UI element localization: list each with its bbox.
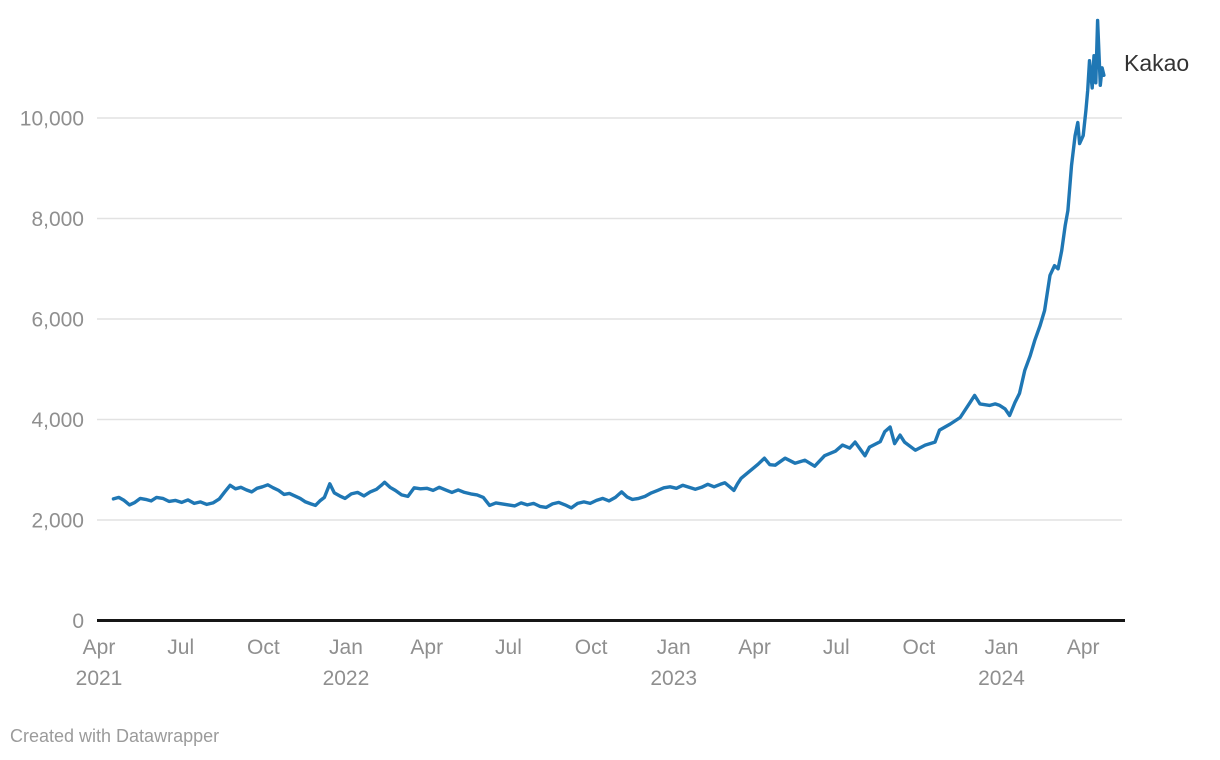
y-tick-label: 6,000 bbox=[31, 309, 84, 332]
y-axis-tick-labels: 0 2,000 4,000 6,000 8,000 10,000 bbox=[20, 108, 84, 634]
x-tick-month-label: Apr bbox=[738, 636, 771, 659]
x-axis-tick-labels: Apr 2021 Jul Oct Jan 2022 Apr Jul Oct Jan 2023 Apr J… bbox=[76, 636, 1100, 690]
y-tick-label: 10,000 bbox=[20, 108, 84, 131]
y-tick-label: 8,000 bbox=[31, 208, 84, 231]
series-label-kakao: Kakao bbox=[1124, 50, 1190, 76]
line-series-kakao[interactable] bbox=[111, 18, 1106, 510]
x-tick-year-label: 2021 bbox=[76, 667, 123, 690]
x-tick-year-label: 2022 bbox=[323, 667, 370, 690]
x-tick-month-label: Jan bbox=[657, 636, 691, 659]
y-tick-label: 0 bbox=[72, 610, 84, 633]
x-tick-month-label: Jul bbox=[167, 636, 194, 659]
x-tick-month-label: Oct bbox=[575, 636, 608, 659]
x-tick-month-label: Jul bbox=[823, 636, 850, 659]
x-tick-month-label: Apr bbox=[1067, 636, 1100, 659]
y-tick-label: 4,000 bbox=[31, 409, 84, 432]
x-tick-year-label: 2023 bbox=[650, 667, 697, 690]
x-tick-month-label: Oct bbox=[903, 636, 936, 659]
x-tick-month-label: Jan bbox=[985, 636, 1019, 659]
x-tick-month-label: Apr bbox=[410, 636, 443, 659]
x-tick-month-label: Jan bbox=[329, 636, 363, 659]
datawrapper-attribution-link[interactable]: Created with Datawrapper bbox=[10, 726, 220, 746]
x-tick-month-label: Oct bbox=[247, 636, 280, 659]
y-tick-label: 2,000 bbox=[31, 510, 84, 533]
x-tick-month-label: Apr bbox=[83, 636, 116, 659]
x-tick-month-label: Jul bbox=[495, 636, 522, 659]
x-tick-year-label: 2024 bbox=[978, 667, 1025, 690]
y-gridlines bbox=[97, 117, 1122, 521]
